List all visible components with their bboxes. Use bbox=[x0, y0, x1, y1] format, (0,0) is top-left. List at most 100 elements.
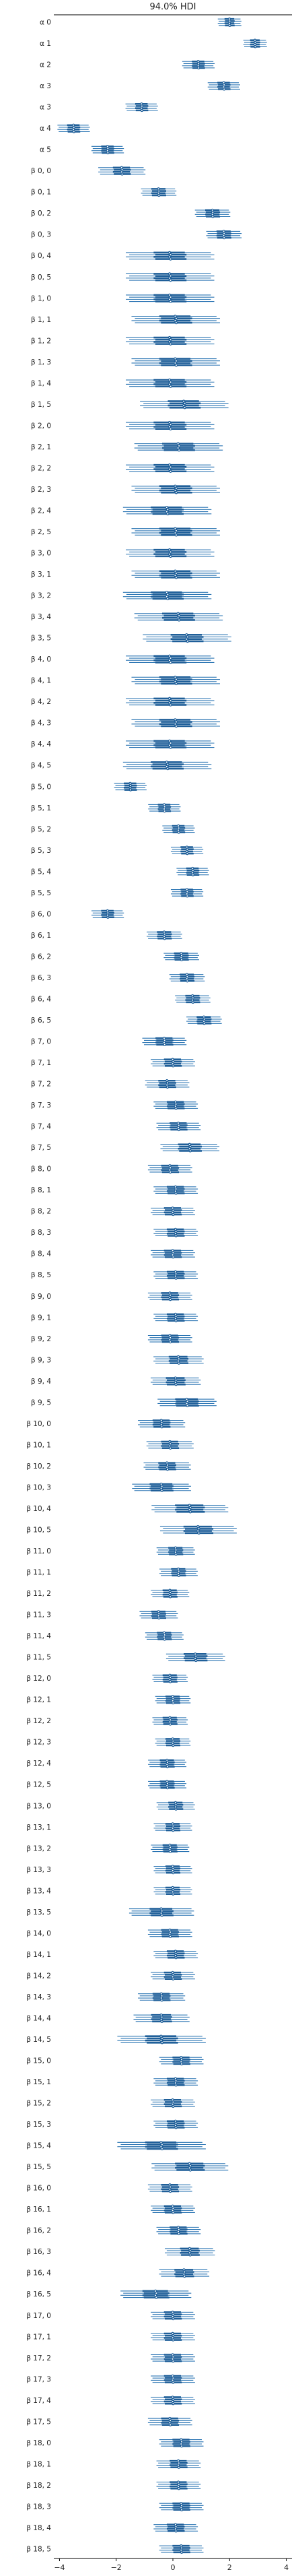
y-tick-label: β 14, 2 bbox=[26, 1972, 51, 1980]
median-point bbox=[172, 2381, 175, 2384]
y-tick-label: β 3, 0 bbox=[31, 550, 51, 558]
median-point bbox=[168, 659, 172, 662]
x-axis-ticks: −4 −2 0 2 4 bbox=[54, 2558, 289, 2572]
x-tick-label: 0 bbox=[171, 2563, 176, 2572]
forest-row: β 9, 5 bbox=[31, 1397, 217, 1407]
forest-row: β 9, 2 bbox=[31, 1334, 192, 1344]
forest-row: β 9, 3 bbox=[31, 1355, 204, 1365]
median-point bbox=[120, 172, 124, 176]
y-tick-label: β 4, 1 bbox=[31, 677, 51, 685]
y-tick-label: β 11, 4 bbox=[26, 1632, 51, 1640]
median-point bbox=[168, 340, 172, 344]
forest-row: β 15, 2 bbox=[26, 2098, 195, 2108]
forest-row: β 8, 2 bbox=[31, 1206, 195, 1217]
median-point bbox=[176, 446, 180, 450]
median-point bbox=[228, 24, 231, 28]
y-tick-label: β 11, 5 bbox=[26, 1654, 51, 1662]
y-tick-label: β 16, 2 bbox=[26, 2227, 51, 2235]
forest-row: β 11, 4 bbox=[26, 1631, 184, 1641]
median-point bbox=[174, 571, 178, 575]
median-point bbox=[172, 1213, 175, 1217]
median-point bbox=[194, 1659, 198, 1663]
forest-row: β 2, 1 bbox=[31, 442, 223, 452]
forest-row: β 18, 2 bbox=[26, 2480, 201, 2490]
median-point bbox=[169, 699, 172, 703]
median-point bbox=[160, 2020, 163, 2023]
median-point bbox=[182, 399, 186, 403]
forest-row: β 18, 1 bbox=[26, 2459, 201, 2469]
median-point bbox=[168, 1340, 172, 1344]
median-point bbox=[169, 656, 172, 660]
forest-row: β 15, 5 bbox=[26, 2162, 229, 2172]
forest-row: β 11, 3 bbox=[26, 1610, 178, 1620]
median-point bbox=[166, 512, 170, 515]
median-point bbox=[168, 293, 172, 297]
forest-row: α 4 bbox=[40, 123, 90, 133]
forest-row: β 4, 1 bbox=[31, 676, 220, 686]
forest-row: β 0, 3 bbox=[31, 230, 242, 240]
forest-row: β 14, 0 bbox=[26, 1928, 192, 1938]
median-point bbox=[168, 1722, 172, 1726]
forest-row: β 5, 5 bbox=[31, 888, 204, 898]
median-point bbox=[106, 151, 110, 155]
median-point bbox=[169, 554, 172, 558]
forest-row: β 4, 0 bbox=[31, 654, 215, 664]
y-tick-label: β 12, 3 bbox=[26, 1739, 51, 1747]
median-point bbox=[168, 378, 172, 382]
y-tick-label: β 1, 2 bbox=[31, 337, 51, 345]
median-point bbox=[177, 449, 181, 452]
median-point bbox=[191, 873, 194, 876]
y-tick-label: β 16, 5 bbox=[26, 2290, 51, 2298]
forest-row: β 10, 5 bbox=[26, 1524, 237, 1535]
y-tick-label: β 18, 3 bbox=[26, 2503, 51, 2511]
y-tick-label: β 10, 0 bbox=[26, 1420, 51, 1428]
forest-row: β 2, 0 bbox=[31, 420, 215, 430]
forest-row: β 14, 4 bbox=[26, 2013, 190, 2023]
median-point bbox=[168, 420, 172, 424]
y-tick-label: β 0, 4 bbox=[31, 252, 51, 260]
y-tick-label: β 2, 3 bbox=[31, 486, 51, 494]
forest-row: β 6, 3 bbox=[31, 973, 205, 983]
forest-row: β 0, 2 bbox=[31, 208, 231, 218]
forest-row: β 4, 4 bbox=[31, 739, 215, 749]
forest-row: β 14, 2 bbox=[26, 1970, 195, 1981]
median-point bbox=[165, 591, 169, 594]
y-tick-label: α 0 bbox=[40, 19, 51, 27]
y-tick-label: β 6, 1 bbox=[31, 932, 51, 940]
forest-row: β 9, 4 bbox=[31, 1376, 201, 1386]
forest-row: β 1, 2 bbox=[31, 335, 215, 346]
y-tick-label: β 12, 2 bbox=[26, 1717, 51, 1725]
y-tick-label: β 8, 3 bbox=[31, 1229, 51, 1237]
y-tick-label: β 18, 1 bbox=[26, 2460, 51, 2468]
y-tick-label: β 8, 2 bbox=[31, 1208, 51, 1216]
forest-row: β 6, 4 bbox=[31, 994, 211, 1004]
forest-row: β 12, 0 bbox=[26, 1673, 188, 1683]
y-tick-label: β 2, 1 bbox=[31, 443, 51, 451]
y-tick-label: β 1, 4 bbox=[31, 379, 51, 387]
median-point bbox=[169, 703, 172, 707]
y-tick-label: β 6, 0 bbox=[31, 910, 51, 918]
median-point bbox=[174, 569, 177, 573]
forest-row: β 11, 2 bbox=[26, 1588, 190, 1599]
y-tick-label: β 9, 4 bbox=[31, 1378, 51, 1386]
median-point bbox=[174, 680, 177, 683]
y-tick-label: β 15, 0 bbox=[26, 2057, 51, 2065]
median-point bbox=[172, 1892, 175, 1896]
y-tick-label: β 11, 1 bbox=[26, 1569, 51, 1577]
y-tick-label: β 17, 1 bbox=[26, 2333, 51, 2341]
forest-row: β 4, 2 bbox=[31, 697, 215, 707]
y-tick-label: β 11, 0 bbox=[26, 1547, 51, 1555]
median-point bbox=[165, 1085, 170, 1089]
forest-row: β 18, 0 bbox=[26, 2438, 204, 2448]
y-tick-label: β 12, 0 bbox=[26, 1675, 51, 1683]
median-point bbox=[157, 193, 161, 197]
forest-row: β 8, 1 bbox=[31, 1185, 198, 1195]
forest-row: β 17, 4 bbox=[26, 2395, 195, 2406]
median-point bbox=[176, 612, 180, 615]
median-point bbox=[159, 2141, 163, 2144]
y-tick-label: β 6, 4 bbox=[31, 995, 51, 1003]
forest-row: β 1, 3 bbox=[31, 357, 220, 367]
median-point bbox=[177, 2487, 181, 2490]
median-point bbox=[169, 257, 172, 261]
forest-row: β 10, 2 bbox=[26, 1461, 191, 1471]
